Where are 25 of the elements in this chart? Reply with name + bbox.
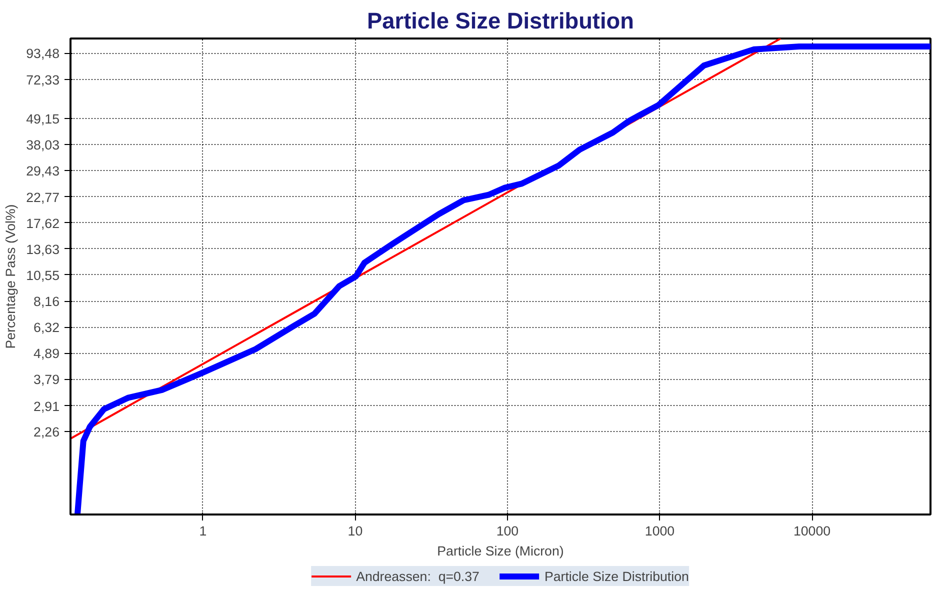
y-axis-title: Percentage Pass (Vol%)	[3, 204, 18, 349]
y-tick-label: 49,15	[26, 112, 60, 127]
y-tick-label: 4,89	[34, 346, 60, 362]
y-tick-label: 93,48	[26, 46, 60, 62]
y-tick-label: 17,62	[26, 216, 60, 231]
y-tick-label: 29,43	[26, 164, 60, 179]
y-tick-label: 22,77	[26, 190, 60, 205]
y-tick-label: 3,79	[34, 372, 60, 388]
y-tick-label: 2,26	[34, 424, 60, 440]
y-tick-label: 2,91	[34, 398, 60, 414]
legend-label: Andreassen: q=0.37	[356, 568, 480, 584]
y-tick-label: 8,16	[34, 294, 60, 310]
x-tick-label: 10000	[793, 524, 831, 538]
y-tick-label: 72,33	[26, 72, 60, 88]
x-tick-label: 10	[348, 524, 363, 538]
x-axis-title: Particle Size (Micron)	[437, 544, 564, 558]
x-tick-label: 1	[199, 524, 207, 538]
y-tick-label: 38,03	[26, 138, 60, 153]
y-tick-label: 10,55	[26, 268, 60, 283]
y-tick-label: 13,63	[26, 242, 60, 257]
x-tick-label: 100	[496, 524, 519, 538]
x-tick-label: 1000	[644, 524, 675, 538]
legend-label: Particle Size Distribution	[544, 568, 689, 584]
y-tick-label: 6,32	[34, 320, 60, 336]
chart-title: Particle Size Distribution	[367, 8, 634, 34]
